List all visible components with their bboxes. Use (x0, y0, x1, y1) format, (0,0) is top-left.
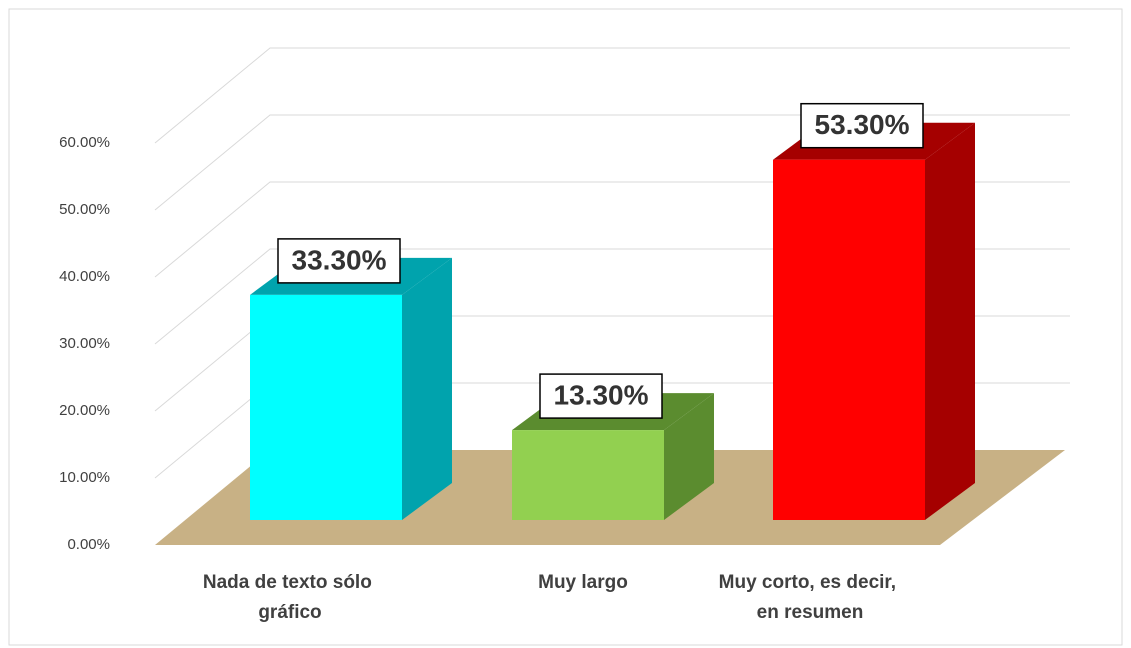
grid-line (154, 47, 1070, 144)
y-tick-label: 50.00% (59, 201, 110, 218)
value-label: 33.30% (292, 244, 387, 275)
y-tick-label: 0.00% (67, 536, 110, 553)
value-label: 53.30% (815, 109, 910, 140)
y-tick-label: 20.00% (59, 402, 110, 419)
value-label: 13.30% (554, 379, 649, 410)
value-label-box (539, 373, 663, 419)
y-tick-label: 10.00% (59, 469, 110, 486)
bar (512, 430, 664, 520)
value-label-box (277, 238, 401, 284)
bar-side (402, 257, 452, 520)
y-tick-label: 40.00% (59, 268, 110, 285)
x-tick-label: Muy corto, es decir, en resumen (719, 572, 902, 623)
bar (250, 294, 402, 520)
bar-side (925, 122, 975, 520)
bar-side (664, 393, 714, 520)
x-tick-label: Muy largo (538, 572, 628, 593)
bar (773, 159, 925, 520)
y-tick-label: 60.00% (59, 134, 110, 151)
x-tick-label: Nada de texto sólo gráfico (203, 572, 377, 623)
y-tick-label: 30.00% (59, 335, 110, 352)
value-label-box (800, 102, 924, 149)
